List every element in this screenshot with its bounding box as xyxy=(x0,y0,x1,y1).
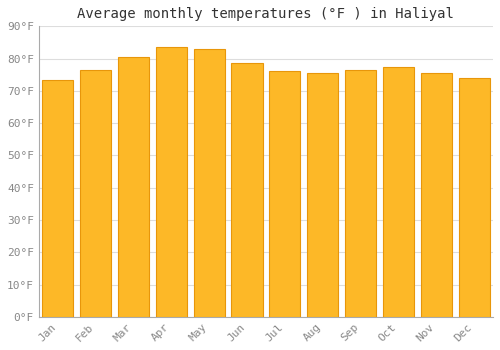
Bar xyxy=(194,49,224,317)
Bar xyxy=(118,57,149,317)
Bar xyxy=(232,63,262,317)
Bar xyxy=(80,70,111,317)
Bar xyxy=(156,47,187,317)
Bar xyxy=(307,73,338,317)
Bar xyxy=(458,78,490,317)
Bar xyxy=(42,79,74,317)
Title: Average monthly temperatures (°F ) in Haliyal: Average monthly temperatures (°F ) in Ha… xyxy=(78,7,454,21)
Bar xyxy=(270,71,300,317)
Bar xyxy=(345,70,376,317)
Bar xyxy=(383,66,414,317)
Bar xyxy=(421,73,452,317)
